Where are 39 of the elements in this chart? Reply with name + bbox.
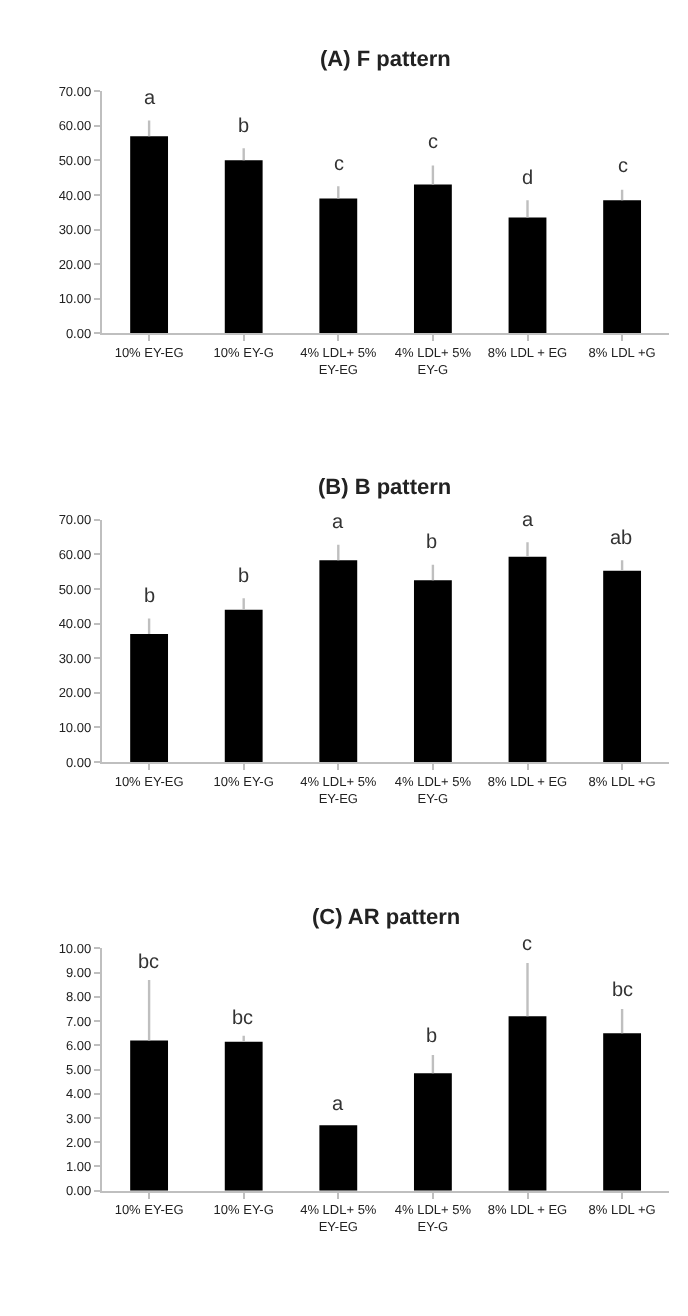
bar	[413, 184, 452, 334]
chart-title: (B) B pattern	[318, 476, 452, 500]
bar	[319, 560, 358, 763]
annotation: b	[238, 566, 250, 588]
annotation: ab	[610, 528, 634, 550]
annotation: b	[144, 586, 156, 608]
annotation: a	[144, 88, 156, 110]
bar	[130, 1040, 169, 1191]
annotation: c	[334, 154, 344, 176]
annotation: a	[332, 512, 344, 534]
annotation: b	[426, 532, 438, 554]
bar	[130, 634, 169, 763]
bar	[508, 1016, 547, 1191]
annotation: c	[522, 934, 532, 956]
bar	[319, 198, 358, 334]
annotation: bc	[612, 980, 634, 1002]
annotation: d	[522, 168, 534, 190]
bar	[319, 1125, 358, 1191]
annotation: bc	[138, 952, 160, 974]
bar	[413, 580, 452, 763]
bar	[603, 1033, 642, 1191]
annotation: c	[618, 156, 628, 178]
annotation: a	[522, 510, 534, 532]
annotation: bc	[232, 1008, 254, 1030]
annotation: b	[426, 1026, 438, 1048]
bar	[224, 160, 263, 334]
bar	[130, 136, 169, 334]
bar	[224, 609, 263, 763]
bar	[603, 200, 642, 334]
chart-title: (C) AR pattern	[312, 906, 461, 930]
chart-title: (A) F pattern	[320, 48, 452, 72]
bar	[224, 1041, 263, 1191]
bar	[508, 556, 547, 763]
annotation: b	[238, 116, 250, 138]
annotation: a	[332, 1094, 344, 1116]
bar	[413, 1073, 452, 1191]
annotation: c	[428, 132, 438, 154]
bar	[508, 217, 547, 334]
bar	[603, 570, 642, 763]
